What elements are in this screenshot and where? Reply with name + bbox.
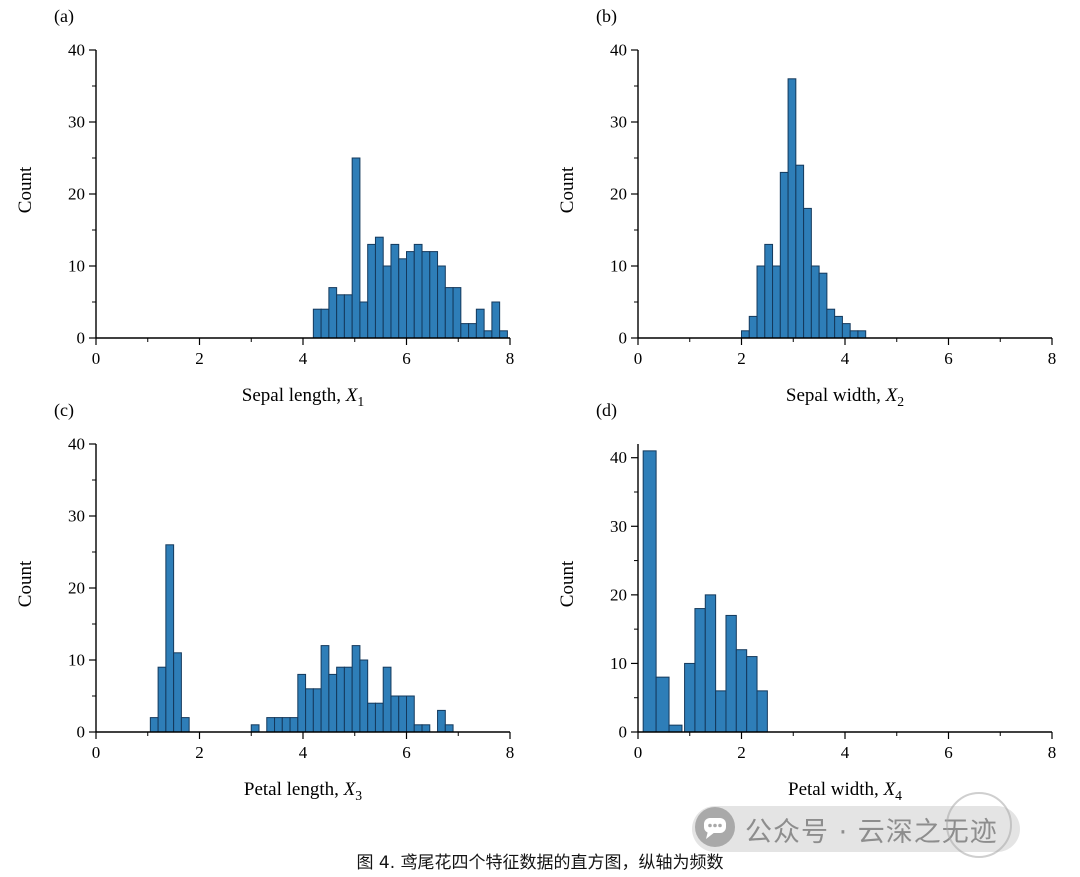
panel-b-y-axis-label: Count	[557, 166, 579, 214]
panel-a-x-axis-label: Sepal length, X1	[241, 385, 365, 409]
svg-text:2: 2	[195, 349, 204, 368]
panel-c: (c) Count 0 2 4 6 8 0 10 20 30 40 Petal length, X…	[14, 400, 534, 804]
svg-text:0: 0	[92, 349, 101, 368]
panel-c-letter: (c)	[54, 400, 74, 420]
wechat-chat-bubble-icon	[695, 806, 735, 852]
panel-c-x-axis-label: Petal length, X3	[243, 779, 363, 803]
svg-text:40: 40	[68, 41, 85, 60]
panel-b-letter: (b)	[596, 6, 617, 26]
svg-text:6: 6	[402, 349, 411, 368]
svg-text:8: 8	[506, 349, 515, 368]
svg-text:40: 40	[610, 41, 627, 60]
watermark-text: 公众号 · 云深之无迹	[745, 816, 998, 848]
svg-text:30: 30	[610, 517, 627, 536]
svg-text:0: 0	[77, 329, 86, 348]
svg-text:0: 0	[634, 349, 643, 368]
svg-text:6: 6	[402, 743, 411, 762]
svg-text:30: 30	[68, 113, 85, 132]
panel-d: (d) Count 0 2 4 6 8 0 10 20 30 40 Petal width, X4	[556, 400, 1076, 804]
histogram-sepal-length: 0 2 4 6 8 0 10 20 30 40	[68, 41, 515, 369]
svg-text:8: 8	[1048, 349, 1057, 368]
panel-a: (a) Count 0 2 4 6 8 0 10 20 30 40 Sepal length, X…	[14, 6, 534, 410]
histogram-petal-length: 0 2 4 6 8 0 10 20 30 40	[68, 435, 515, 763]
panel-b: (b) Count 0 2 4 6 8 0 10 20 30 40 Sepal width, X2	[556, 6, 1076, 410]
svg-text:10: 10	[610, 257, 627, 276]
svg-text:0: 0	[619, 723, 628, 742]
svg-text:2: 2	[737, 743, 746, 762]
svg-text:2: 2	[737, 349, 746, 368]
svg-text:6: 6	[944, 349, 953, 368]
svg-text:20: 20	[68, 579, 85, 598]
svg-text:40: 40	[68, 435, 85, 454]
svg-text:20: 20	[610, 185, 627, 204]
svg-text:6: 6	[944, 743, 953, 762]
panel-c-y-axis-label: Count	[15, 560, 37, 608]
svg-text:10: 10	[68, 651, 85, 670]
histogram-sepal-width: 0 2 4 6 8 0 10 20 30 40	[610, 41, 1057, 369]
svg-text:8: 8	[506, 743, 515, 762]
svg-text:4: 4	[299, 743, 308, 762]
panel-d-letter: (d)	[596, 400, 617, 420]
svg-text:2: 2	[195, 743, 204, 762]
panel-a-y-axis-label: Count	[15, 166, 37, 214]
figure-caption: 图 4. 鸢尾花四个特征数据的直方图，纵轴为频数	[356, 853, 724, 873]
svg-text:0: 0	[619, 329, 628, 348]
svg-text:20: 20	[610, 585, 627, 604]
svg-text:20: 20	[68, 185, 85, 204]
svg-text:10: 10	[68, 257, 85, 276]
svg-text:30: 30	[68, 507, 85, 526]
histogram-petal-width: 0 2 4 6 8 0 10 20 30 40	[610, 444, 1057, 762]
panel-b-x-axis-label: Sepal width, X2	[785, 385, 905, 409]
panel-d-x-axis-label: Petal width, X4	[788, 779, 902, 803]
svg-text:40: 40	[610, 448, 627, 467]
svg-text:4: 4	[841, 743, 850, 762]
svg-text:0: 0	[77, 723, 86, 742]
svg-text:8: 8	[1048, 743, 1057, 762]
panel-a-letter: (a)	[54, 6, 74, 26]
svg-text:4: 4	[299, 349, 308, 368]
watermark-badge: 公众号 · 云深之无迹	[692, 806, 1020, 852]
svg-text:0: 0	[634, 743, 643, 762]
svg-text:4: 4	[841, 349, 850, 368]
svg-text:0: 0	[92, 743, 101, 762]
panel-d-y-axis-label: Count	[557, 560, 579, 608]
svg-text:10: 10	[610, 654, 627, 673]
svg-text:30: 30	[610, 113, 627, 132]
